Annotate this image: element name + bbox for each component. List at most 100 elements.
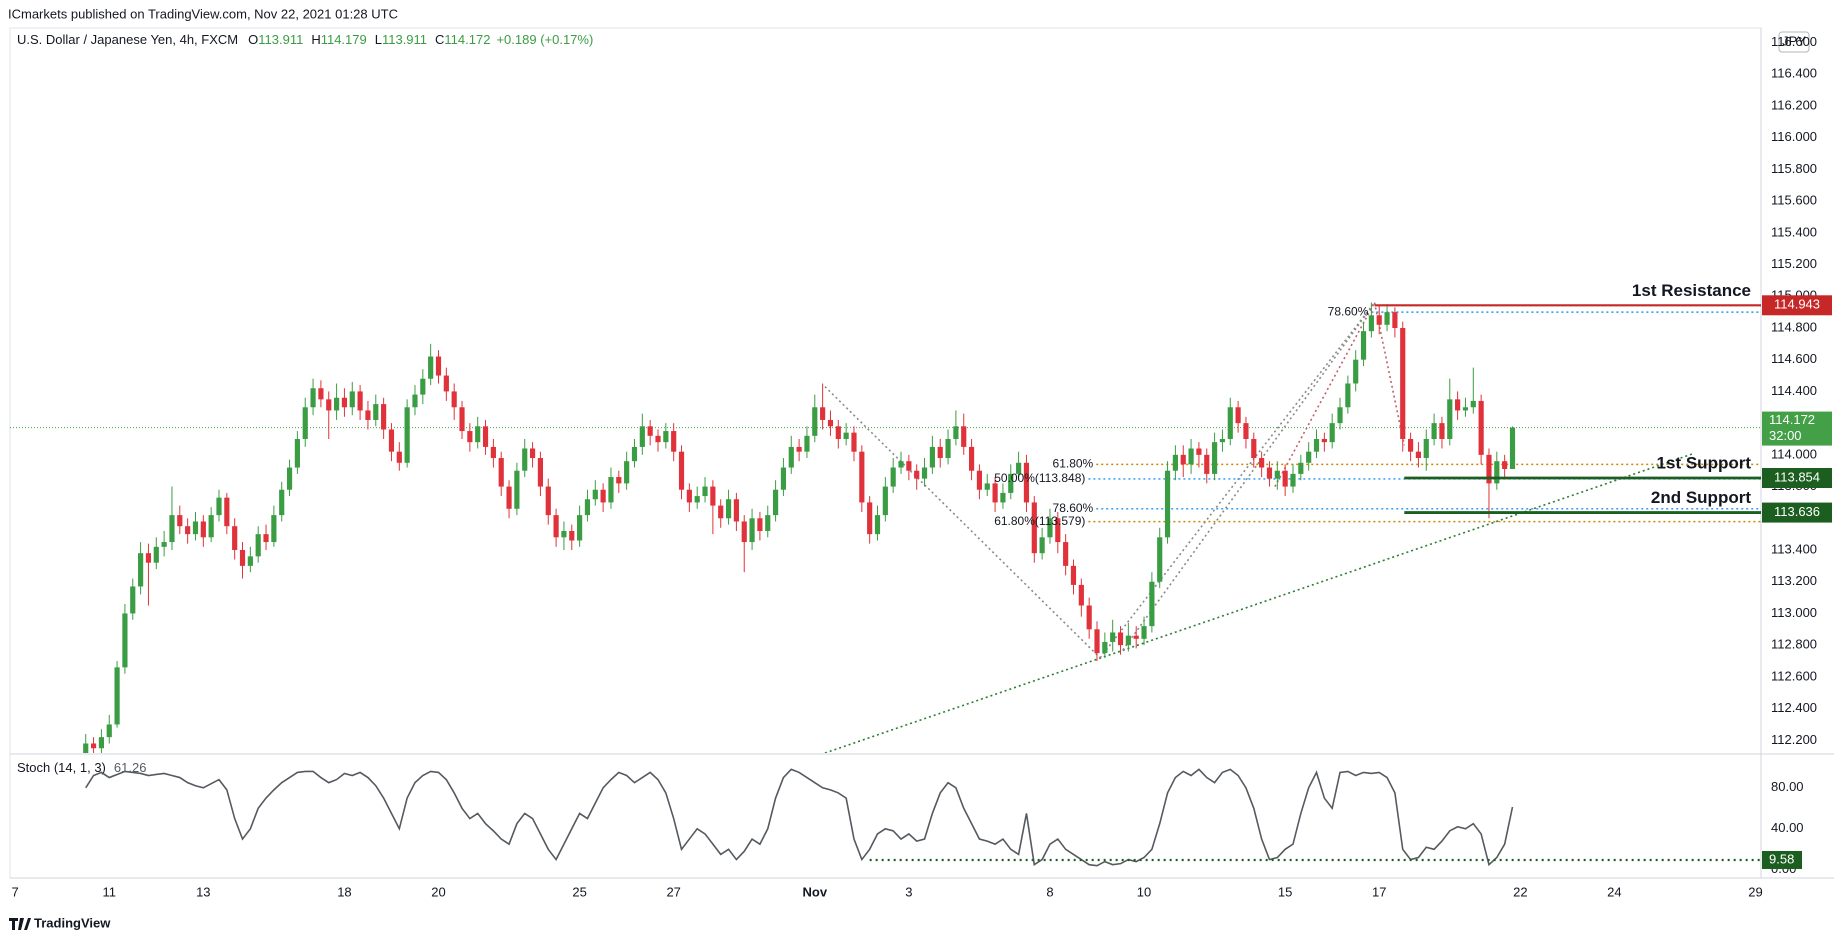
candle-body (1110, 632, 1116, 642)
symbol: U.S. Dollar / Japanese Yen, 4h, FXCM (17, 32, 238, 47)
candle-body (1070, 565, 1077, 585)
stoch-badge (1762, 850, 1802, 869)
x-tick-label: 20 (431, 884, 445, 899)
candle-body (608, 477, 614, 503)
candle-body (396, 451, 402, 463)
candle-body (725, 499, 732, 519)
candle-body (1149, 581, 1155, 627)
candle-body (232, 526, 238, 551)
y-tick-label: 114.800 (1771, 319, 1817, 334)
price-badge (1762, 502, 1832, 523)
candle-body (569, 530, 575, 541)
stoch-badge-label: 9.58 (1769, 851, 1794, 866)
candle-body (263, 534, 269, 543)
candle-body (1486, 454, 1492, 484)
ohlc-value: 114.172 (444, 32, 490, 47)
candle-body (1008, 473, 1014, 493)
fib-label: 78.60% (1328, 304, 1369, 318)
candle-body (1188, 448, 1194, 465)
ohlc-key: H (311, 32, 320, 47)
currency: JPY (1782, 33, 1806, 48)
candle-body (1102, 641, 1108, 654)
candle-body (757, 518, 763, 531)
candle-body (1251, 438, 1257, 459)
candle-body (357, 391, 363, 411)
y-tick-label: 112.800 (1771, 637, 1817, 652)
last-price-badge (1762, 411, 1832, 446)
candle-body (1180, 454, 1186, 465)
candle-body (671, 431, 677, 452)
candle-body (929, 446, 935, 468)
candle-body (1478, 400, 1484, 455)
candle-body (1360, 331, 1367, 360)
currency-box[interactable] (1778, 31, 1810, 53)
candle-body (788, 446, 794, 468)
candle-body (1055, 518, 1061, 543)
publisher: ICmarkets published on TradingView.com, … (8, 6, 398, 21)
candle-body (1392, 312, 1398, 328)
candle-body (1141, 626, 1147, 639)
candle-body (1031, 502, 1037, 554)
level-label: 2nd Support (1651, 488, 1751, 507)
drawing-line (824, 452, 1695, 753)
y-tick-label: 115.800 (1771, 161, 1817, 176)
stoch-line (85, 768, 1514, 867)
candle-body (1086, 605, 1092, 630)
candle-body (1125, 635, 1131, 646)
y-tick-label: 112.600 (1771, 668, 1817, 683)
candle-body (639, 426, 645, 447)
candle-body (239, 550, 246, 566)
candle-body (114, 667, 120, 725)
candle-body (600, 489, 606, 503)
candle-body (498, 458, 504, 487)
price-badge-label: 114.943 (1774, 297, 1820, 312)
drawing-line (1373, 302, 1406, 446)
candle-body (318, 388, 324, 400)
candle-body (773, 489, 779, 516)
candle-body (937, 446, 943, 459)
candle-body (412, 394, 418, 408)
candle-body (1455, 399, 1461, 411)
candle-body (138, 553, 144, 587)
candle-body (349, 391, 355, 408)
candle-body (271, 515, 277, 543)
x-tick-label: 24 (1607, 884, 1621, 899)
candle-body (616, 477, 622, 484)
y-tick-label: 116.600 (1771, 34, 1817, 49)
x-tick-label: 29 (1748, 884, 1762, 899)
candle-body (326, 399, 332, 411)
candle-body (279, 489, 285, 516)
y-tick-label: 116.400 (1771, 66, 1817, 81)
y-tick-label: 116.000 (1771, 129, 1817, 144)
symbol-legend: U.S. Dollar / Japanese Yen, 4h, FXCM O113… (17, 32, 593, 47)
candle-body (514, 470, 520, 509)
candle-body (968, 446, 975, 471)
candle-body (984, 483, 990, 490)
y-tick-label: 113.400 (1771, 541, 1817, 556)
price-badge (1762, 468, 1832, 489)
candle-body (843, 432, 849, 439)
candle-body (1447, 399, 1453, 439)
y-tick-label: 113.200 (1771, 573, 1817, 588)
candle-body (83, 743, 89, 753)
candle-body (1462, 407, 1469, 411)
indicator-legend: Stoch (14, 1, 3) 61.26 (17, 760, 146, 775)
candle-body (1274, 470, 1280, 479)
candle-body (490, 446, 496, 459)
candle-body (435, 356, 442, 376)
candle-body (898, 461, 904, 468)
candle-body (169, 515, 175, 543)
candle-body (302, 407, 308, 439)
candle-body (294, 438, 300, 468)
candle-body (1212, 442, 1218, 474)
candle-body (247, 556, 253, 566)
candle-body (710, 486, 716, 506)
candle-body (765, 515, 771, 531)
candle-body (1321, 438, 1327, 443)
x-tick-label: 25 (572, 884, 586, 899)
candle-body (1078, 584, 1084, 606)
candle-body (1047, 518, 1053, 538)
candle-body (365, 410, 371, 420)
candle-body (1290, 473, 1296, 487)
last-price-label: 114.172 (1769, 412, 1815, 427)
